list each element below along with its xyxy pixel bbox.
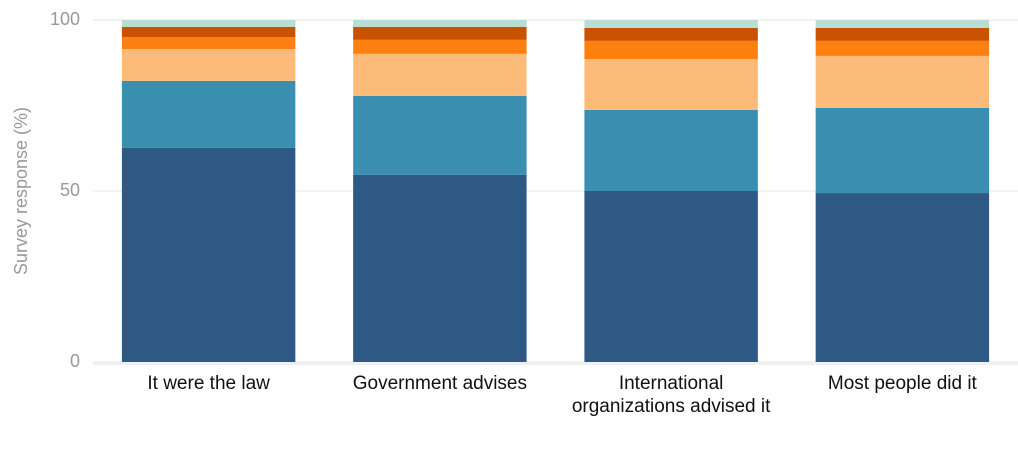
y-tick-label: 100 [50, 9, 80, 29]
bar-segment [584, 58, 758, 110]
bar-segment [353, 53, 527, 96]
bar-segment [815, 20, 990, 28]
bar-segment [353, 26, 527, 40]
x-tick-label: Government advises [352, 373, 527, 394]
x-tick-label: International organizations advised it [571, 373, 771, 417]
bar-segment [353, 174, 527, 362]
bar-segment [815, 27, 990, 41]
y-tick-label: 0 [70, 351, 80, 371]
x-tick-label: It were the law [147, 373, 270, 394]
bar-segment [815, 40, 990, 56]
bar-segment [815, 55, 990, 108]
bar-segment [584, 40, 758, 59]
bar-segment [584, 191, 758, 362]
bar-segment [353, 95, 527, 175]
bar-segment [353, 20, 527, 27]
bar-segment [815, 107, 990, 194]
y-tick-label: 50 [60, 180, 80, 200]
bar-segment [815, 193, 990, 362]
bar-segment [121, 49, 296, 81]
bar-segment [353, 39, 527, 54]
bar-segment [121, 37, 296, 50]
bar-segment [584, 27, 758, 41]
y-axis-label: Survey response (%) [11, 107, 31, 275]
bar-segment [584, 20, 758, 28]
bar-segment [121, 20, 296, 27]
bar-segment [121, 26, 296, 38]
bar-segment [584, 109, 758, 191]
x-tick-label: Most people did it [827, 373, 977, 394]
bar-segment [121, 80, 296, 148]
bar-segment [121, 147, 296, 362]
